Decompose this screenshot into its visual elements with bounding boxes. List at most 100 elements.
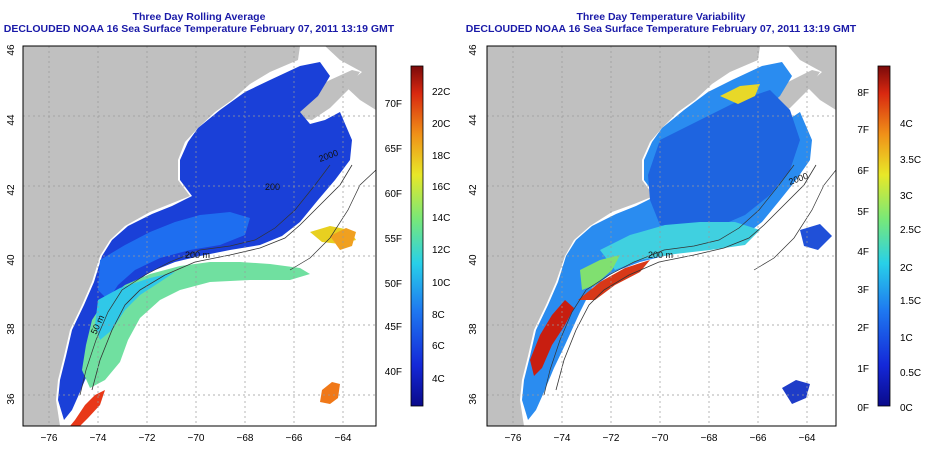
left-contour-label-200m: 200 m: [185, 250, 210, 260]
right-colorbar-f-label: 7F: [857, 125, 869, 136]
right-map-plot: 200 m 2000: [487, 46, 836, 426]
right-var-east-patch: [800, 224, 832, 250]
right-grid: [487, 46, 836, 426]
right-colorbar-f-label: 2F: [857, 323, 869, 334]
left-colorbar-f-label: 45F: [385, 322, 402, 333]
right-lat-tick: 46: [468, 44, 479, 56]
left-colorbar-c-label: 10C: [432, 278, 450, 289]
left-colorbar-c-label: 6C: [432, 341, 445, 352]
right-contour-label-200m: 200 m: [648, 250, 673, 260]
right-land-northeast: [788, 46, 836, 110]
right-lon-tick: −66: [750, 433, 767, 444]
right-colorbar-f-label: 6F: [857, 166, 869, 177]
right-colorbar-f-labels: 8F 7F 6F 5F 4F 3F 2F 1F 0F: [857, 88, 869, 414]
right-lon-tick: −64: [799, 433, 816, 444]
left-lon-tick: −64: [335, 433, 352, 444]
left-grid: [23, 46, 376, 426]
right-lon-axis: −76 −74 −72 −70 −68 −66 −64: [505, 433, 816, 444]
right-lon-tick: −72: [603, 433, 620, 444]
left-map-title: Three Day Rolling Average: [132, 11, 266, 23]
right-map-frame: [486, 45, 837, 427]
left-sst-patch-east: [330, 228, 356, 250]
left-colorbar-c-label: 16C: [432, 182, 450, 193]
right-colorbar-c-label: 0C: [900, 403, 913, 414]
left-colorbar-c-labels: 22C 20C 18C 16C 14C 12C 10C 8C 6C 4C: [432, 87, 450, 385]
left-sst-inshore: [98, 212, 250, 300]
left-colorbar-f-labels: 70F 65F 60F 55F 50F 45F 40F: [385, 99, 402, 378]
right-lon-tick: −68: [701, 433, 718, 444]
left-lat-tick: 44: [6, 114, 17, 126]
left-lat-axis: 46 44 42 40 38 36: [6, 44, 17, 405]
left-lon-tick: −76: [41, 433, 58, 444]
left-colorbar-c-label: 14C: [432, 213, 450, 224]
left-colorbar-c-label: 4C: [432, 374, 445, 385]
left-lon-tick: −72: [139, 433, 156, 444]
left-colorbar: [410, 65, 424, 407]
right-var-cyan-band: [600, 222, 760, 270]
left-sst-slope-cyan: [95, 272, 175, 340]
right-var-red-streak-2: [578, 260, 650, 300]
right-colorbar-c-label: 3C: [900, 191, 913, 202]
left-map-plot: 200 m 50 m 2000 200: [23, 46, 376, 426]
left-map-frame: [22, 45, 377, 427]
left-land-nova-scotia: [298, 70, 360, 120]
right-colorbar-f-label: 1F: [857, 364, 869, 375]
right-colorbar-c-labels: 4C 3.5C 3C 2.5C 2C 1.5C 1C 0.5C 0C: [900, 119, 921, 414]
left-land-northeast: [325, 46, 376, 110]
left-colorbar-f-label: 50F: [385, 279, 402, 290]
right-colorbar-c-label: 0.5C: [900, 368, 921, 379]
left-lon-axis: −76 −74 −72 −70 −68 −66 −64: [41, 433, 352, 444]
right-colorbar-f-label: 3F: [857, 285, 869, 296]
left-colorbar-c-label: 8C: [432, 310, 445, 321]
right-lat-tick: 44: [468, 114, 479, 126]
right-colorbar-c-label: 4C: [900, 119, 913, 130]
left-colorbar-f-label: 70F: [385, 99, 402, 110]
left-colorbar-c-label: 18C: [432, 151, 450, 162]
right-contour-2000: [753, 169, 836, 271]
right-colorbar-c-label: 2C: [900, 263, 913, 274]
left-lat-tick: 46: [6, 44, 17, 56]
right-colorbar-c-label: 1.5C: [900, 296, 921, 307]
left-lat-tick: 38: [6, 323, 17, 335]
right-map-title-block: Three Day Temperature Variability DECLOU…: [462, 11, 860, 35]
left-colorbar-c-label: 12C: [432, 245, 450, 256]
left-lon-tick: −66: [286, 433, 303, 444]
left-lon-tick: −68: [237, 433, 254, 444]
right-colorbar-f-label: 8F: [857, 88, 869, 99]
right-contour-200m: [555, 164, 817, 391]
right-var-green-patch: [580, 255, 620, 290]
right-lat-tick: 42: [468, 184, 479, 196]
right-lon-tick: −74: [554, 433, 571, 444]
right-lat-axis: 46 44 42 40 38 36: [468, 44, 479, 405]
left-contour-label-200: 200: [265, 182, 280, 192]
left-sst-gulfstream-south: [70, 390, 105, 426]
right-map-title: Three Day Temperature Variability: [576, 11, 746, 23]
left-contour-200m: [91, 164, 353, 391]
right-colorbar-c-label: 3.5C: [900, 155, 921, 166]
left-map-subtitle: DECLOUDED NOAA 16 Sea Surface Temperatur…: [3, 23, 395, 35]
right-colorbar-f-label: 0F: [857, 403, 869, 414]
left-lon-tick: −74: [90, 433, 107, 444]
right-lon-tick: −76: [505, 433, 522, 444]
left-colorbar-f-label: 55F: [385, 234, 402, 245]
right-lat-tick: 36: [468, 393, 479, 405]
right-land-mainland: [487, 46, 760, 426]
left-colorbar-f-label: 65F: [385, 144, 402, 155]
left-lat-tick: 40: [6, 254, 17, 266]
right-var-southeast-patches: [782, 380, 810, 404]
left-lon-tick: −70: [188, 433, 205, 444]
right-lon-tick: −70: [652, 433, 669, 444]
right-lat-tick: 40: [468, 254, 479, 266]
left-colorbar-f-label: 60F: [385, 189, 402, 200]
left-lat-tick: 42: [6, 184, 17, 196]
right-colorbar-f-label: 4F: [857, 247, 869, 258]
right-colorbar-c-label: 1C: [900, 333, 913, 344]
left-colorbar-c-label: 20C: [432, 119, 450, 130]
left-sst-warm-patch-south: [320, 382, 340, 404]
right-var-yellow-north: [720, 84, 760, 104]
right-colorbar-f-label: 5F: [857, 207, 869, 218]
right-colorbar: [877, 65, 891, 407]
right-var-red-streak: [530, 300, 574, 376]
right-colorbar-c-label: 2.5C: [900, 225, 921, 236]
